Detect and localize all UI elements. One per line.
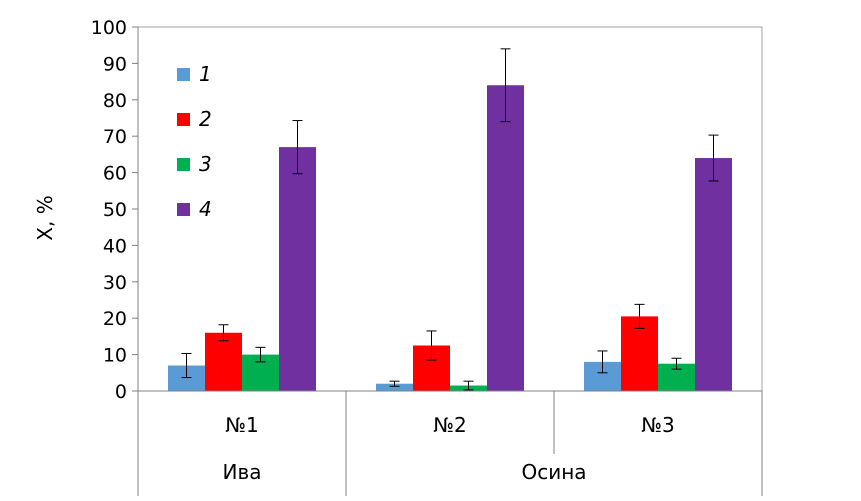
- y-tick-label: 30: [103, 272, 127, 294]
- legend-label-4: 4: [199, 197, 212, 221]
- y-tick-label: 60: [103, 163, 127, 185]
- bar-series-4-№3: [695, 158, 732, 391]
- legend-label-2: 2: [199, 107, 212, 131]
- y-tick-label: 10: [103, 345, 127, 367]
- x-category-label: №2: [433, 413, 467, 437]
- y-axis-title: X, %: [33, 195, 57, 240]
- legend-swatch-4: [177, 203, 190, 216]
- x-category-label: №1: [225, 413, 259, 437]
- y-tick-label: 90: [103, 53, 127, 75]
- x-group-label: Осина: [521, 460, 586, 484]
- legend-swatch-3: [177, 158, 190, 171]
- bar-series-1-№2: [376, 383, 413, 391]
- legend-label-1: 1: [199, 62, 212, 86]
- x-category-label: №3: [641, 413, 675, 437]
- legend-swatch-1: [177, 68, 190, 81]
- x-group-label: Ива: [222, 460, 261, 484]
- y-tick-label: 100: [91, 17, 127, 39]
- bar-series-4-№1: [279, 147, 316, 391]
- legend-label-3: 3: [199, 152, 212, 176]
- y-tick-label: 50: [103, 199, 127, 221]
- y-tick-label: 0: [115, 381, 127, 403]
- y-tick-label: 40: [103, 235, 127, 257]
- y-tick-label: 20: [103, 308, 127, 330]
- bar-series-4-№2: [487, 85, 524, 392]
- legend-swatch-2: [177, 113, 190, 126]
- y-tick-label: 80: [103, 90, 127, 112]
- bar-series-2-№1: [205, 332, 242, 391]
- y-tick-label: 70: [103, 126, 127, 148]
